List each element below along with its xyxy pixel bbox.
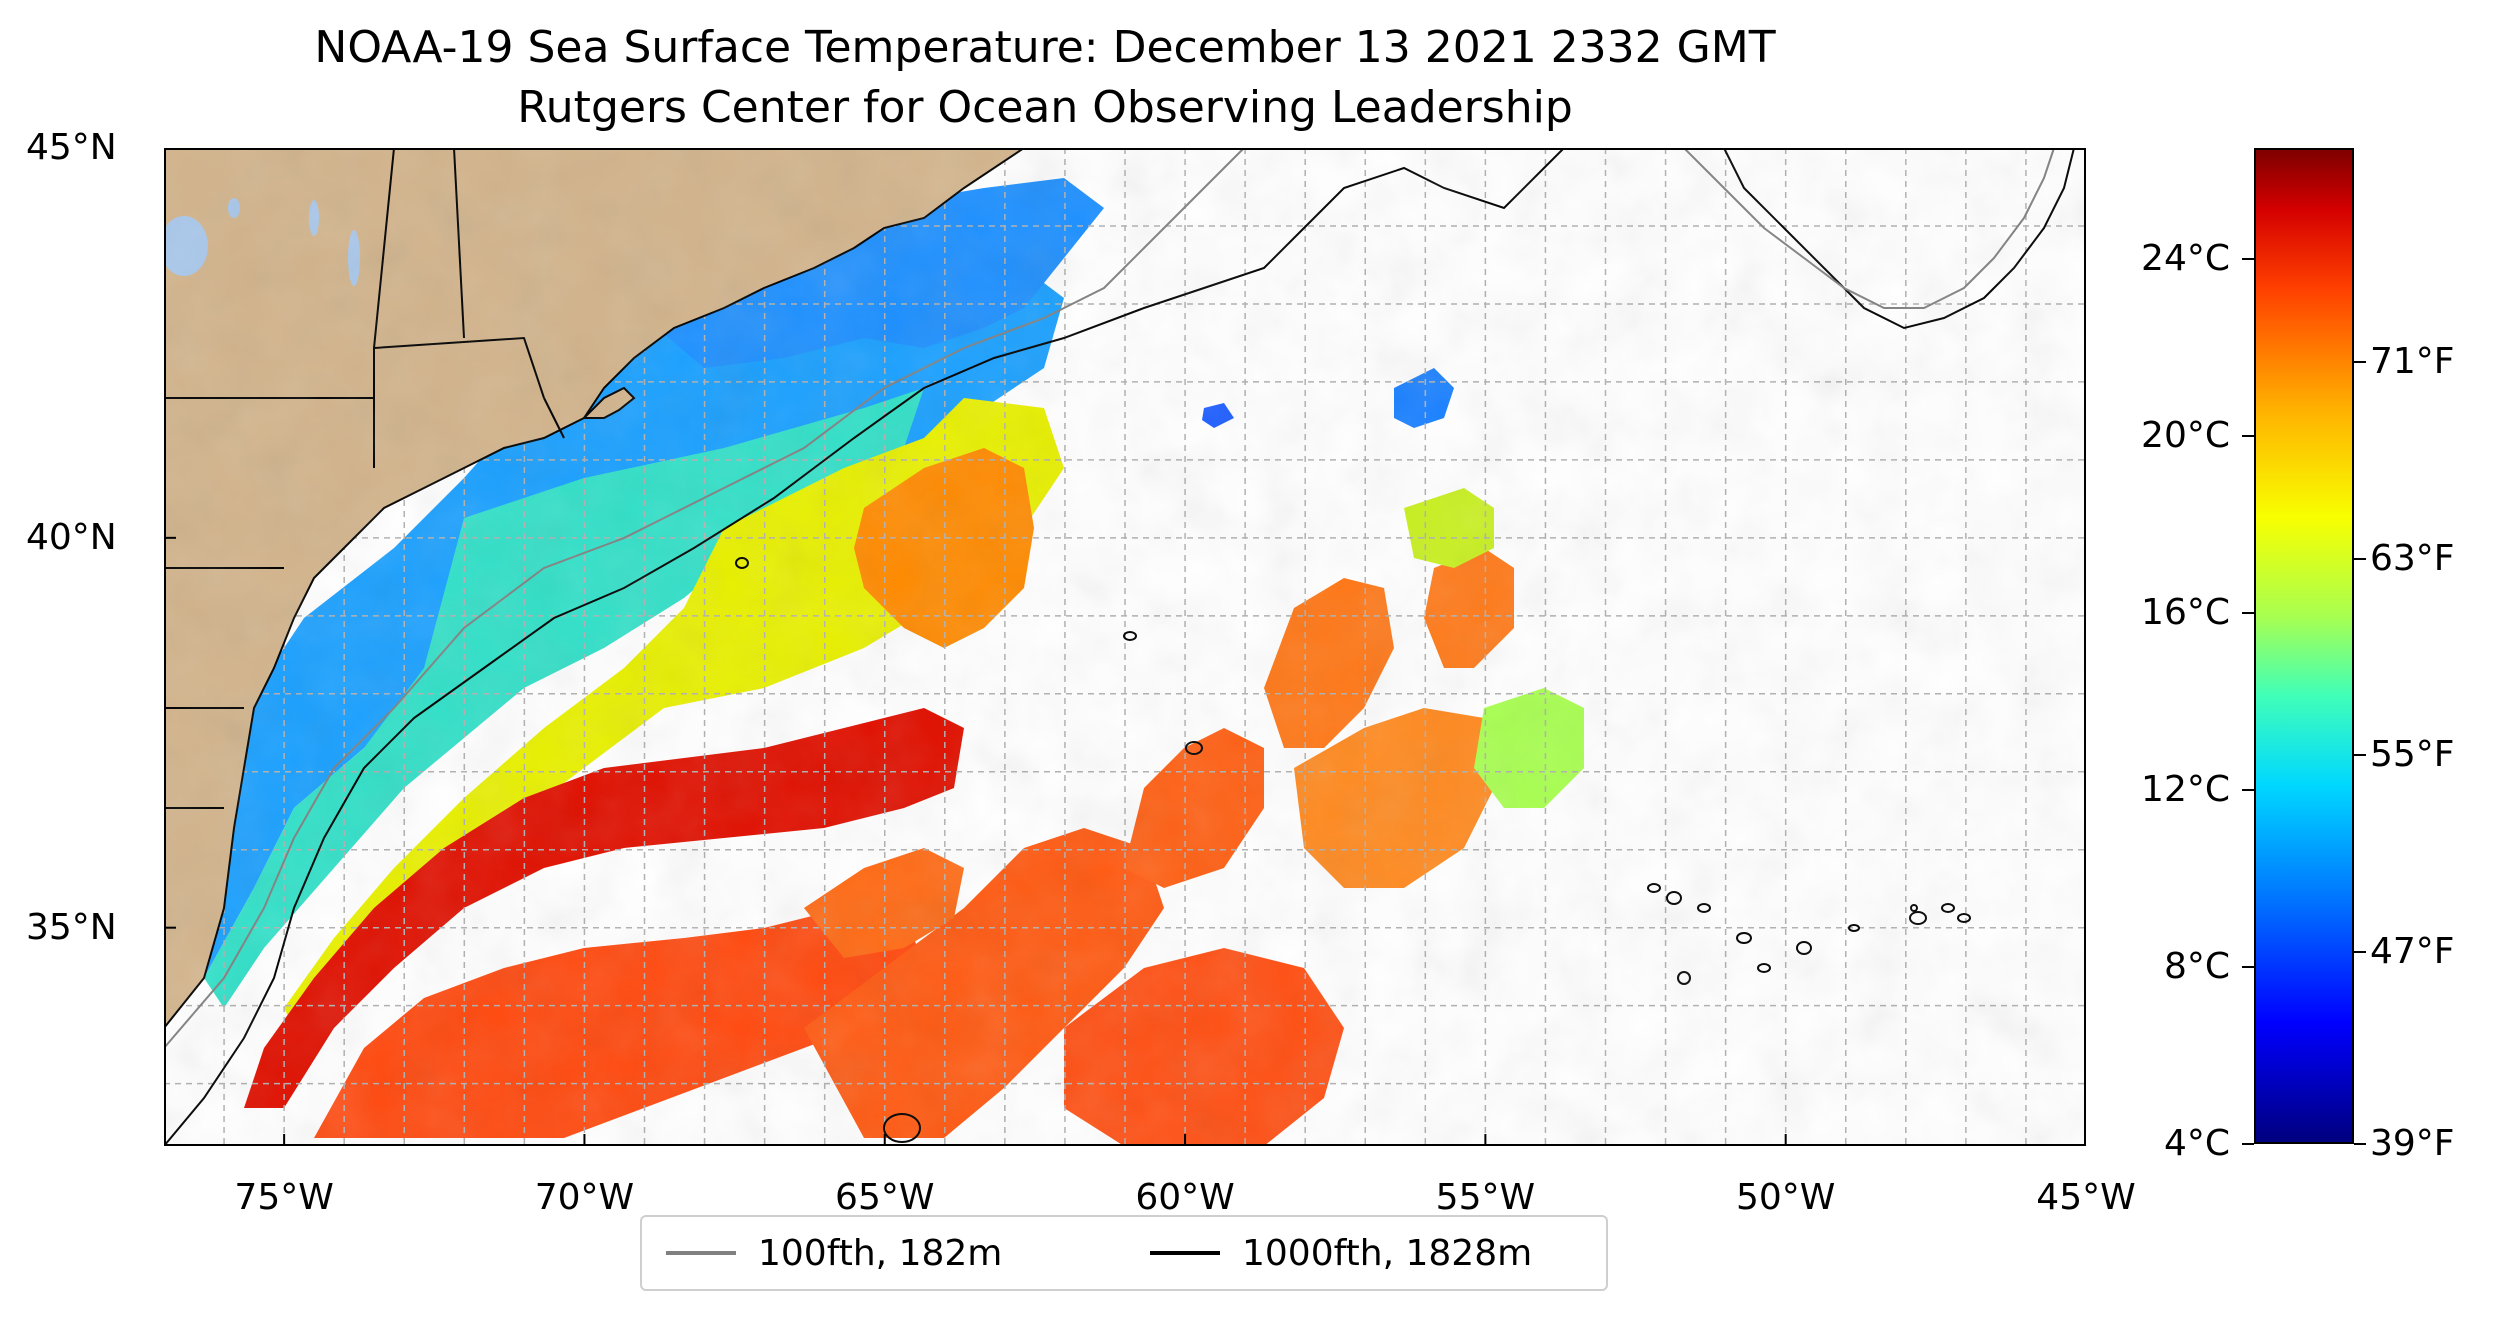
isobath-legend: 100fth, 182m 1000fth, 1828m [640,1215,1608,1291]
legend-label-100fth: 100fth, 182m [758,1232,1003,1274]
legend-label-1000fth: 1000fth, 1828m [1242,1232,1533,1274]
lon-tick-label: 45°W [2036,1177,2136,1218]
map-border [164,148,2086,1146]
colorbar-fahrenheit-tick [2354,360,2366,363]
colorbar-celsius-label: 8°C [2163,945,2230,987]
lat-tick-label: 45°N [26,127,117,168]
colorbar-celsius-tick [2242,965,2254,968]
colorbar-celsius-tick [2242,611,2254,614]
colorbar-fahrenheit-label: 47°F [2370,931,2455,973]
map-subtitle: Rutgers Center for Ocean Observing Leade… [517,82,1573,133]
colorbar-celsius-tick [2242,1143,2254,1145]
colorbar-celsius-tick [2242,257,2254,260]
sst-map[interactable] [164,148,2086,1146]
colorbar-fahrenheit-label: 55°F [2370,734,2455,776]
colorbar-celsius-label: 12°C [2141,768,2230,810]
texture [164,148,2086,1146]
colorbar-fahrenheit-tick [2354,557,2366,560]
colorbar-fahrenheit-tick [2354,951,2366,954]
lon-tick-label: 65°W [835,1177,935,1218]
colorbar-celsius-label: 20°C [2141,414,2230,456]
lon-tick-label: 70°W [534,1177,635,1218]
lon-tick-label: 55°W [1435,1177,1536,1218]
colorbar-fahrenheit-label: 39°F [2370,1123,2455,1164]
axis-ticks [164,148,2086,1146]
lat-tick-label: 40°N [26,516,117,558]
colorbar-celsius-label: 16°C [2141,591,2230,633]
colorbar-fahrenheit-label: 63°F [2370,537,2455,579]
lon-tick-label: 75°W [234,1177,334,1218]
legend-item-1000fth: 1000fth, 1828m [1150,1217,1532,1289]
lon-tick-label: 50°W [1735,1177,1836,1218]
legend-swatch-100fth [666,1251,736,1255]
colorbar-celsius-label: 24°C [2141,237,2230,279]
map-title: NOAA-19 Sea Surface Temperature: Decembe… [314,22,1776,73]
temperature-colorbar [2254,148,2354,1144]
colorbar-celsius-tick [2242,788,2254,791]
colorbar-fahrenheit-tick [2354,1143,2366,1145]
colorbar-celsius-tick [2242,434,2254,437]
map-canvas[interactable] [164,148,2086,1146]
colorbar-fahrenheit-tick [2354,754,2366,757]
legend-swatch-1000fth [1150,1251,1220,1255]
lon-tick-label: 60°W [1135,1177,1235,1218]
legend-item-100fth: 100fth, 182m [666,1217,1002,1289]
colorbar-celsius-label: 4°C [2163,1123,2230,1164]
colorbar-fahrenheit-label: 71°F [2370,340,2455,382]
lat-tick-label: 35°N [26,906,117,948]
